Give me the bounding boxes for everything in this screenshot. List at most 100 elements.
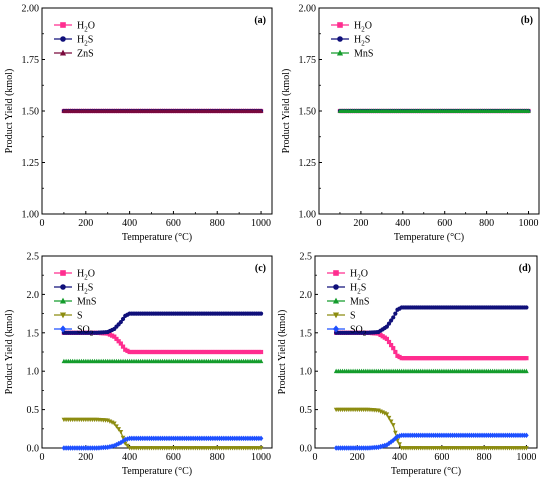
data-point	[131, 349, 137, 355]
data-point	[258, 311, 264, 316]
data-point	[517, 356, 523, 361]
x-axis-title: Temperature (°C)	[122, 466, 192, 477]
data-point	[149, 349, 154, 355]
y-axis-title: Product Yield (kmol)	[277, 310, 288, 395]
data-point	[247, 349, 253, 355]
data-point	[191, 349, 196, 355]
data-point	[443, 356, 449, 361]
data-point	[145, 349, 150, 355]
data-point	[226, 349, 231, 355]
data-point	[173, 349, 178, 355]
data-point	[380, 334, 385, 339]
x-tick-label: 800	[210, 452, 225, 463]
data-point	[199, 349, 205, 355]
series-h2s	[334, 305, 529, 335]
data-point	[186, 349, 191, 355]
y-tick-label: 2.5	[27, 252, 40, 263]
data-point	[201, 349, 207, 355]
x-tick-label: 600	[166, 218, 181, 229]
y-tick-label: 2.00	[22, 4, 40, 15]
data-point	[515, 356, 521, 361]
data-point	[386, 321, 392, 326]
data-point	[524, 432, 529, 439]
data-point	[511, 356, 516, 361]
y-tick-label: 1.5	[27, 328, 40, 339]
data-point	[384, 324, 389, 329]
data-point	[386, 339, 392, 345]
data-point	[217, 349, 222, 355]
panel-label: (d)	[519, 263, 531, 274]
data-point	[393, 311, 398, 316]
data-point	[496, 356, 502, 361]
data-point	[258, 349, 264, 355]
x-axis-title: Temperature (°C)	[394, 232, 464, 243]
series-line	[63, 332, 262, 353]
data-point	[479, 356, 485, 361]
data-point	[424, 356, 430, 361]
legend-label: ZnS	[77, 49, 94, 60]
data-point	[243, 349, 248, 355]
x-tick-label: 400	[122, 452, 137, 463]
data-point	[446, 356, 451, 361]
data-point	[376, 444, 381, 450]
legend-label: S	[350, 311, 356, 322]
data-point	[129, 349, 134, 355]
panel-label: (b)	[521, 15, 533, 26]
data-point	[258, 446, 264, 451]
data-point	[210, 349, 215, 355]
data-point	[463, 356, 468, 361]
data-point	[399, 356, 404, 361]
legend-marker	[60, 22, 66, 28]
y-axis-title: Product Yield (kmol)	[4, 69, 15, 154]
data-point	[484, 356, 489, 361]
legend-label: MnS	[354, 49, 373, 60]
y-axis-title: Product Yield (kmol)	[281, 69, 292, 154]
data-point	[239, 349, 244, 355]
data-point	[433, 356, 438, 361]
plot-frame	[314, 255, 538, 449]
y-tick-label: 1.75	[299, 55, 317, 66]
x-tick-label: 200	[78, 218, 93, 229]
data-point	[114, 336, 119, 342]
data-point	[522, 356, 527, 361]
data-point	[118, 429, 124, 435]
chart-panel-d: 0 200 400 600 800 1000 0.0 0.5 1.0 1.5 2.0 2.5 Tempe…	[277, 252, 538, 477]
data-point	[498, 356, 504, 361]
data-point	[456, 356, 461, 361]
data-point	[215, 349, 220, 355]
data-point	[395, 353, 400, 358]
x-tick-label: 400	[395, 218, 410, 229]
legend-label-tail: S	[88, 283, 94, 294]
data-point	[471, 356, 476, 361]
data-point	[395, 433, 400, 440]
legend-label-main: H	[77, 269, 84, 280]
legend-marker	[332, 325, 340, 333]
legend-label: H2O	[350, 269, 368, 282]
legend-label: H2O	[77, 269, 95, 282]
legend-label: SO2	[77, 325, 94, 338]
data-point	[212, 349, 218, 355]
data-point	[195, 349, 200, 355]
legend-label-main: SO	[77, 325, 90, 336]
data-point	[180, 349, 185, 355]
data-point	[164, 349, 169, 355]
x-tick-label: 1000	[251, 218, 271, 229]
legend-label-main: MnS	[350, 297, 369, 308]
panel-label: (c)	[255, 263, 266, 274]
data-point	[101, 444, 106, 451]
x-tick-label: 800	[479, 218, 494, 229]
data-point	[427, 356, 432, 361]
legend-label-main: H	[77, 35, 84, 46]
data-point	[507, 356, 512, 361]
data-point	[454, 356, 459, 361]
data-point	[123, 347, 128, 352]
data-point	[241, 349, 246, 355]
data-point	[473, 356, 478, 361]
data-point	[494, 356, 499, 361]
x-tick-label: 200	[350, 452, 365, 463]
data-point	[524, 368, 529, 374]
data-point	[382, 335, 387, 340]
legend-label-subscript: 2	[361, 40, 365, 48]
